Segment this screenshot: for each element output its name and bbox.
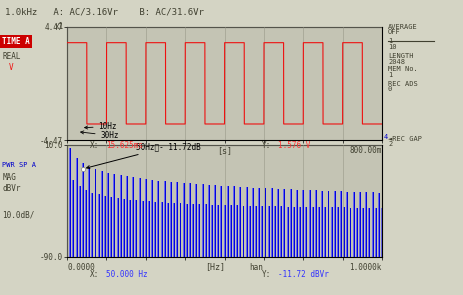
Text: [Hz]: [Hz] [205, 263, 225, 272]
Text: x1: x1 [55, 22, 64, 31]
Text: LENGTH: LENGTH [388, 53, 413, 59]
Text: AVERAGE: AVERAGE [388, 24, 418, 30]
Text: 15.625ms: 15.625ms [106, 141, 144, 150]
Text: [s]: [s] [217, 146, 232, 155]
Text: X:: X: [90, 141, 100, 150]
Text: han: han [250, 263, 263, 272]
Text: Y:: Y: [262, 270, 271, 279]
Text: 800.00m: 800.00m [350, 146, 382, 155]
Text: REC ADS: REC ADS [388, 81, 418, 87]
Text: 10Hz: 10Hz [85, 122, 117, 131]
Text: 30Hz: 30Hz [81, 131, 119, 140]
Text: 2048: 2048 [388, 59, 405, 65]
Text: 0: 0 [388, 86, 392, 92]
Text: 50Hz、- 11.72dB: 50Hz、- 11.72dB [87, 142, 201, 169]
Text: ◄REC GAP: ◄REC GAP [388, 136, 422, 142]
Text: REAL: REAL [2, 52, 21, 60]
Text: 0.0000: 0.0000 [67, 263, 95, 272]
Text: MAG: MAG [2, 173, 16, 181]
Text: 10: 10 [388, 44, 396, 50]
Text: TIME A: TIME A [2, 37, 30, 46]
Text: OFF: OFF [388, 30, 401, 35]
Text: 1: 1 [388, 38, 392, 44]
Text: 50.000 Hz: 50.000 Hz [106, 270, 148, 279]
Text: V: V [8, 63, 13, 72]
Text: 4: 4 [383, 134, 388, 140]
Text: 10.0dB/: 10.0dB/ [2, 211, 35, 220]
Text: PWR SP A: PWR SP A [2, 162, 36, 168]
Text: 1.0000k: 1.0000k [350, 263, 382, 272]
Text: X:: X: [90, 270, 100, 279]
Text: MEM No.: MEM No. [388, 66, 418, 72]
Text: 1: 1 [388, 72, 392, 78]
Text: 1.576 V: 1.576 V [278, 141, 310, 150]
Text: 2: 2 [388, 141, 392, 147]
Text: dBVr: dBVr [2, 184, 21, 193]
Text: Y:: Y: [262, 141, 271, 150]
Text: 1.0kHz   A: AC/3.16Vr    B: AC/31.6Vr: 1.0kHz A: AC/3.16Vr B: AC/31.6Vr [5, 7, 204, 17]
Text: -11.72 dBVr: -11.72 dBVr [278, 270, 329, 279]
